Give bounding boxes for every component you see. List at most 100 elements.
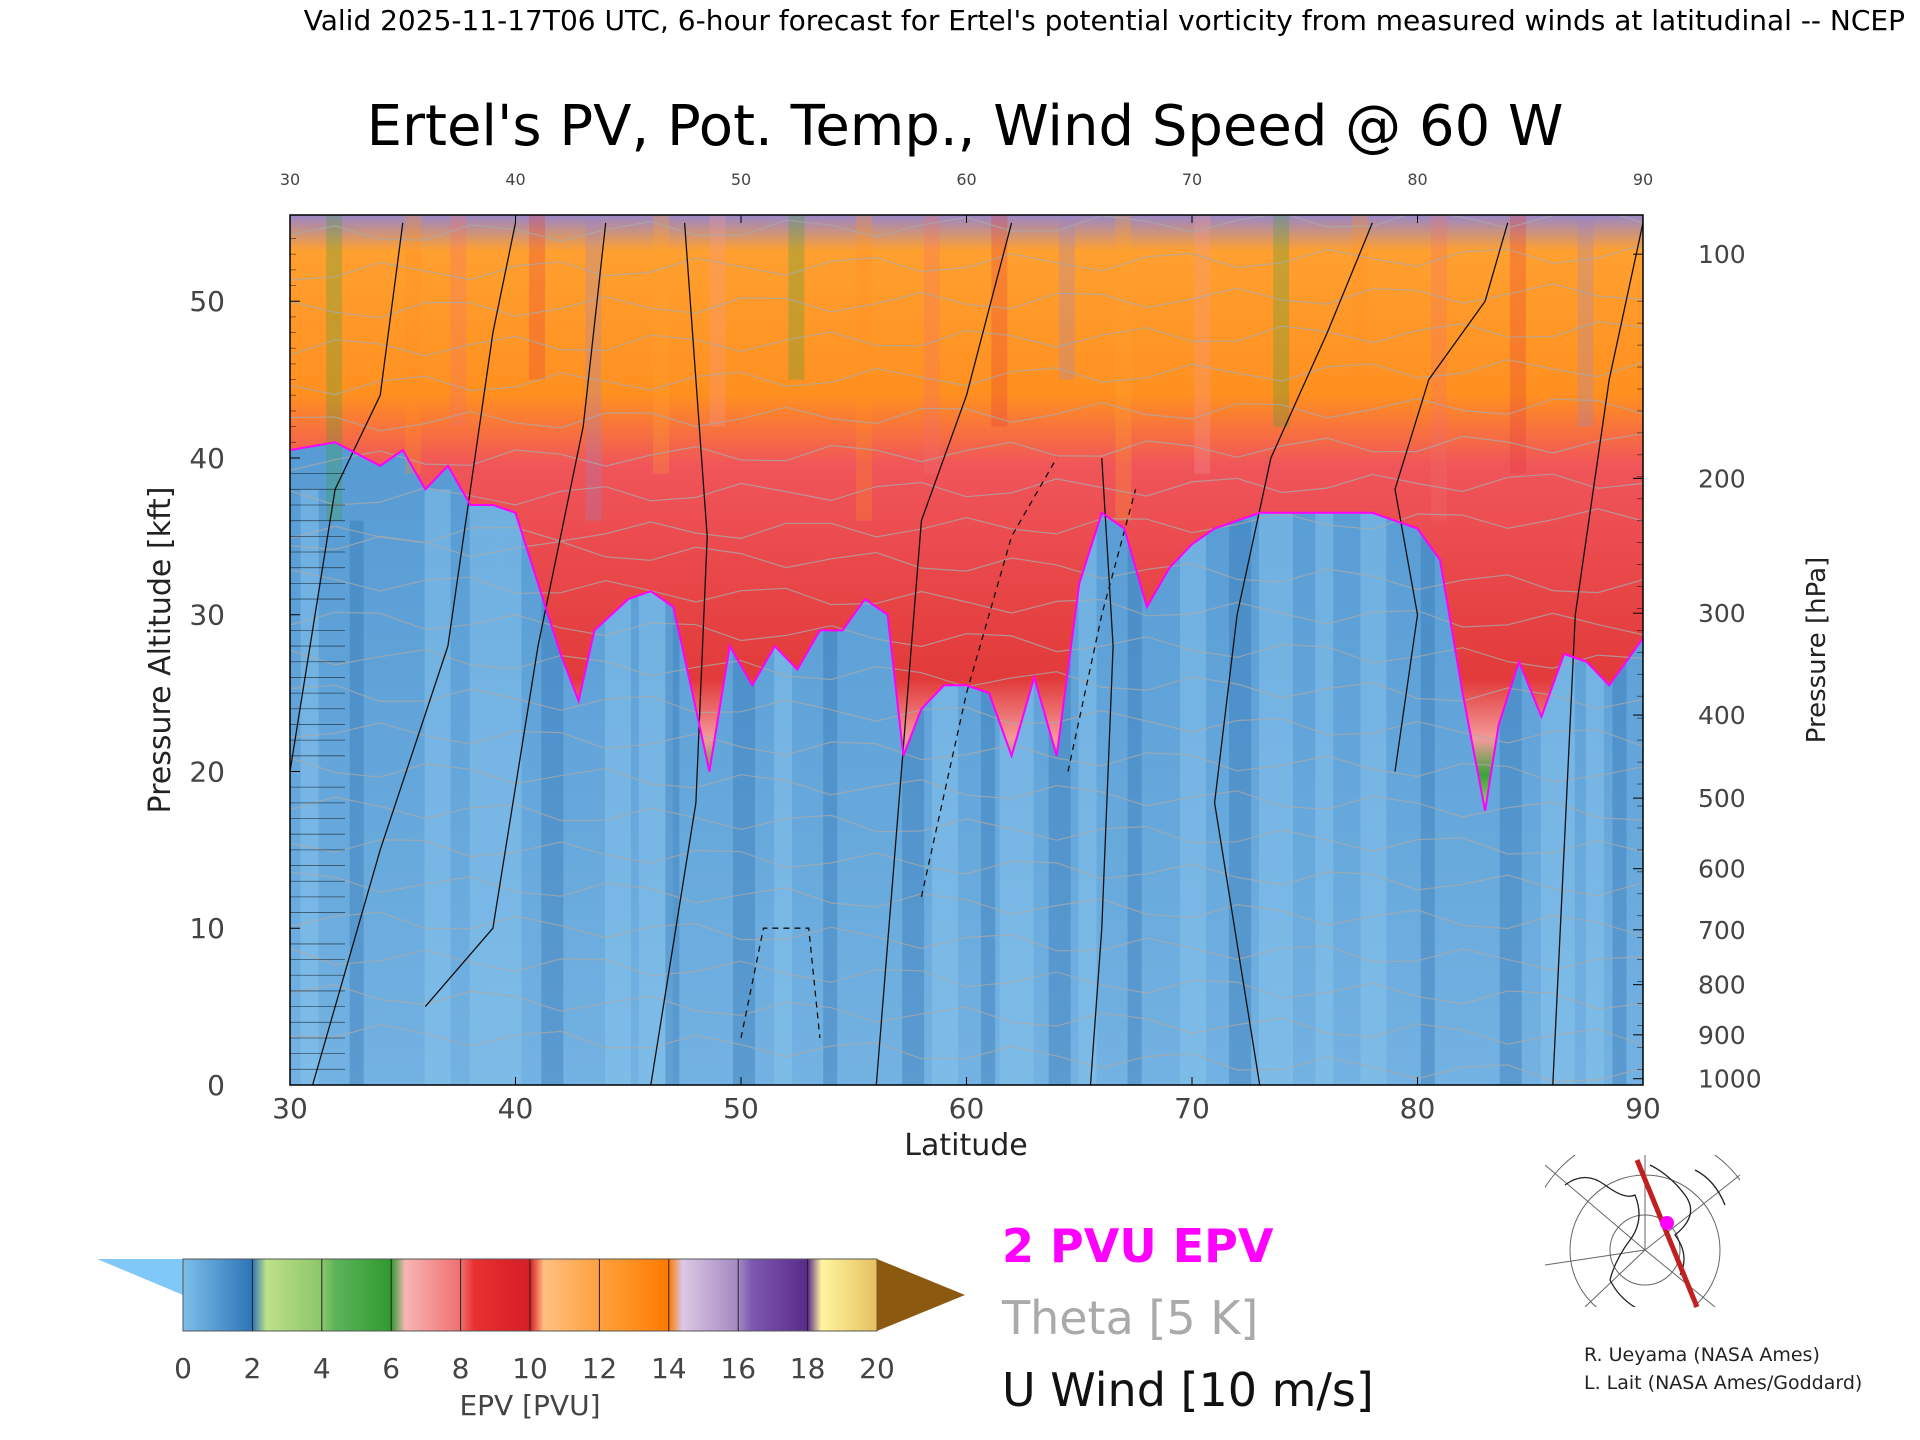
locator-map bbox=[1545, 1155, 1740, 1308]
plot-area bbox=[289, 214, 1644, 1086]
theta-contour bbox=[290, 648, 1643, 710]
theta-contour bbox=[290, 569, 1643, 636]
x-tick-label: 50 bbox=[723, 1092, 759, 1125]
y-right-tick-label: 1000 bbox=[1698, 1065, 1762, 1094]
u-wind-contour bbox=[1089, 457, 1114, 1085]
upper-pv-field bbox=[290, 215, 1643, 811]
theta-contour bbox=[290, 244, 1643, 281]
u-wind-contour-negative bbox=[920, 457, 1058, 898]
pv-stripe bbox=[1431, 215, 1448, 521]
colorbar-tick-label: 4 bbox=[313, 1352, 331, 1385]
header-line: Valid 2025-11-17T06 UTC, 6-hour forecast… bbox=[304, 4, 1905, 37]
theta-contour bbox=[290, 535, 1643, 594]
u-wind-contour bbox=[1213, 222, 1374, 1085]
theta-contour bbox=[290, 473, 1643, 506]
legend-theta: Theta [5 K] bbox=[1001, 1291, 1258, 1345]
dark-streak bbox=[541, 520, 564, 1085]
pv-stripe bbox=[1194, 215, 1211, 474]
pv-stripe bbox=[856, 215, 873, 521]
y-right-tick-label: 300 bbox=[1698, 599, 1746, 628]
chart-title: Ertel's PV, Pot. Temp., Wind Speed @ 60 … bbox=[367, 94, 1564, 159]
pv-stripe bbox=[326, 215, 343, 521]
light-streak bbox=[1258, 489, 1293, 1085]
colorbar-tick-label: 12 bbox=[582, 1352, 618, 1385]
light-streak bbox=[1360, 489, 1387, 1085]
colorbar-tick-label: 6 bbox=[382, 1352, 400, 1385]
pv-stripe bbox=[709, 215, 726, 427]
light-streak bbox=[604, 489, 631, 1085]
pv-stripe bbox=[405, 215, 422, 474]
theta-contour bbox=[290, 839, 1643, 897]
light-streak bbox=[1180, 489, 1206, 1085]
theta-contour bbox=[290, 358, 1643, 396]
credit-line-1: R. Ueyama (NASA Ames) bbox=[1584, 1344, 1820, 1366]
u-wind-contour bbox=[1552, 222, 1643, 1085]
locator-point bbox=[1660, 1216, 1674, 1230]
light-streak bbox=[469, 489, 504, 1085]
colorbar-over-arrow bbox=[877, 1259, 965, 1331]
colorbar-tick-label: 10 bbox=[512, 1352, 548, 1385]
x-tick-label-top: 40 bbox=[505, 170, 525, 189]
tropopause-2pvu-line bbox=[290, 441, 1643, 811]
colorbar-tick-label: 2 bbox=[243, 1352, 261, 1385]
colorbar-tick-label: 0 bbox=[174, 1352, 192, 1385]
theta-contour bbox=[290, 397, 1643, 432]
colorbar-under-arrow bbox=[97, 1259, 183, 1295]
dark-streak bbox=[1420, 520, 1435, 1085]
credit-line-2: L. Lait (NASA Ames/Goddard) bbox=[1584, 1372, 1862, 1394]
x-tick-label-top: 80 bbox=[1407, 170, 1427, 189]
x-tick-label-top: 30 bbox=[280, 170, 300, 189]
y-right-tick-label: 600 bbox=[1698, 855, 1746, 884]
dark-streak bbox=[823, 520, 838, 1085]
y-axis-label-left: Pressure Altitude [kft] bbox=[143, 487, 178, 814]
y-tick-label: 0 bbox=[207, 1069, 225, 1102]
legend-uwind: U Wind [10 m/s] bbox=[1002, 1363, 1374, 1417]
pv-stripe bbox=[1273, 215, 1290, 427]
light-streak bbox=[503, 489, 522, 1085]
colorbar-tick-label: 18 bbox=[790, 1352, 826, 1385]
pv-stripe bbox=[585, 215, 602, 521]
x-tick-label: 70 bbox=[1174, 1092, 1210, 1125]
x-tick-label: 60 bbox=[949, 1092, 985, 1125]
pv-stripe bbox=[450, 215, 467, 427]
u-wind-contour bbox=[311, 222, 517, 1085]
locator-section-line bbox=[1634, 1159, 1700, 1308]
theta-contour bbox=[290, 611, 1643, 669]
x-tick-label: 30 bbox=[272, 1092, 308, 1125]
u-wind-contour bbox=[424, 222, 607, 1008]
colorbar-tick-label: 8 bbox=[452, 1352, 470, 1385]
y-tick-label: 50 bbox=[189, 285, 225, 318]
y-right-tick-label: 700 bbox=[1698, 916, 1746, 945]
colorbar: 0 2 4 6 8 10 12 14 16 18 20 EPV [PVU] bbox=[97, 1258, 965, 1422]
dark-streak bbox=[1229, 520, 1252, 1085]
theta-contour bbox=[290, 283, 1643, 319]
theta-contour bbox=[290, 984, 1643, 1046]
y-axis-label-right: Pressure [hPa] bbox=[1802, 557, 1832, 744]
y-right-tick-label: 200 bbox=[1698, 464, 1746, 493]
theta-contour bbox=[290, 320, 1643, 357]
theta-contour bbox=[290, 508, 1643, 544]
theta-contour bbox=[290, 796, 1643, 855]
y-right-tick-label: 400 bbox=[1698, 701, 1746, 730]
theta-contour bbox=[290, 722, 1643, 783]
colorbar-label: EPV [PVU] bbox=[459, 1389, 600, 1422]
theta-contour bbox=[290, 947, 1643, 1010]
colorbar-tick-label: 20 bbox=[859, 1352, 895, 1385]
dark-streak bbox=[1127, 520, 1142, 1085]
pv-stripe bbox=[1577, 215, 1594, 427]
light-streak bbox=[1078, 489, 1097, 1085]
x-tick-label-top: 60 bbox=[956, 170, 976, 189]
pv-stripe bbox=[529, 215, 546, 380]
axes: 3030404050506060707080809090010203040501… bbox=[189, 170, 1761, 1125]
y-right-tick-label: 100 bbox=[1698, 240, 1746, 269]
x-tick-label-top: 70 bbox=[1182, 170, 1202, 189]
u-wind-contour bbox=[650, 222, 708, 1085]
light-streak bbox=[424, 489, 451, 1085]
theta-contour bbox=[290, 433, 1643, 471]
x-tick-label: 80 bbox=[1400, 1092, 1436, 1125]
x-tick-label-top: 90 bbox=[1633, 170, 1653, 189]
theta-contours bbox=[290, 215, 1643, 1082]
y-tick-label: 40 bbox=[189, 442, 225, 475]
theta-contour bbox=[290, 911, 1643, 972]
y-right-tick-label: 800 bbox=[1698, 971, 1746, 1000]
